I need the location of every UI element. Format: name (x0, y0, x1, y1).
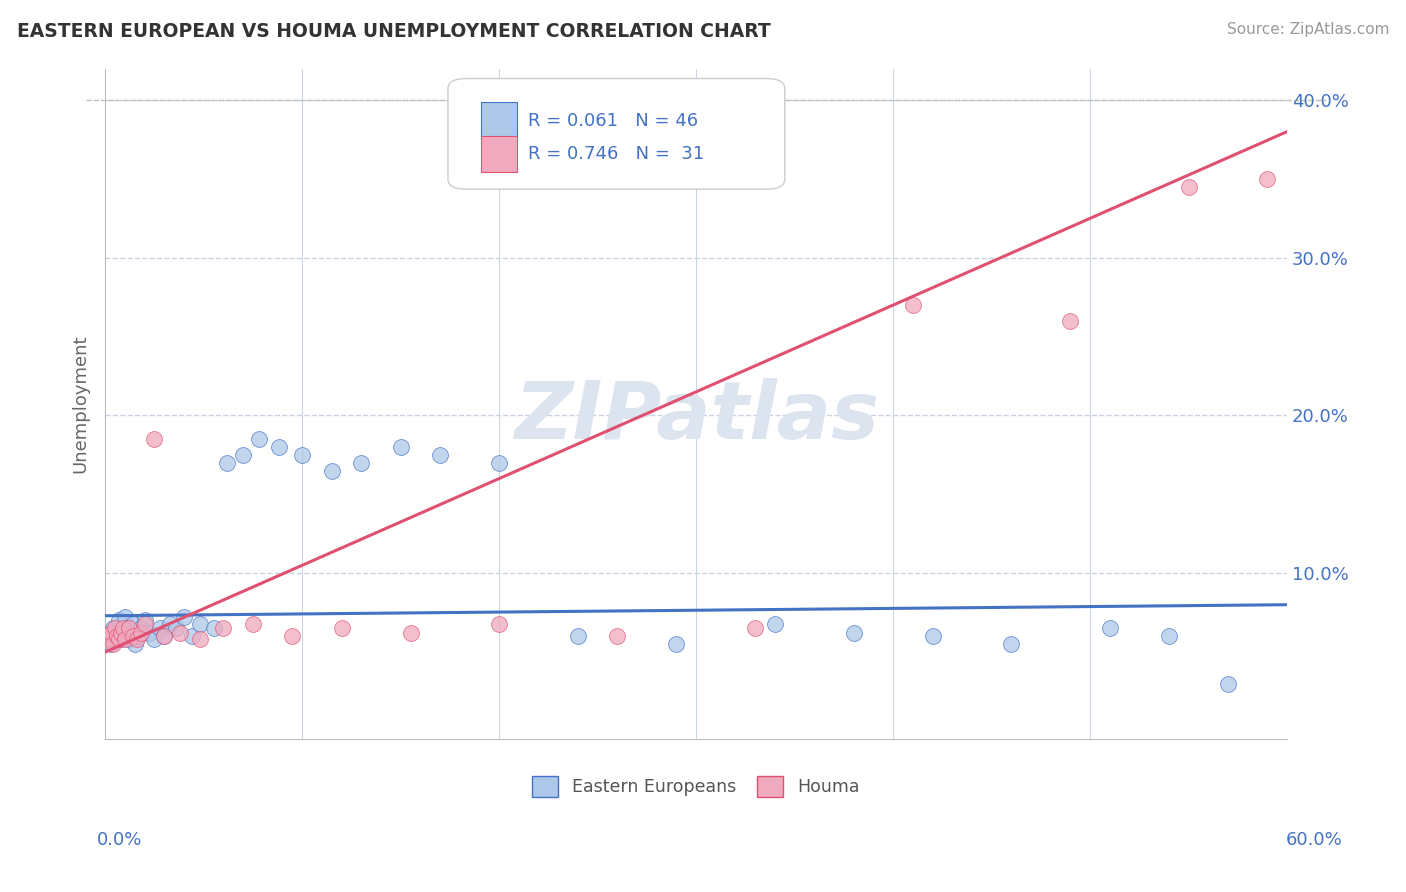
Point (744, 621, 766, 635)
Point (125, 632, 148, 647)
Point (212, 621, 235, 635)
Point (1059, 314, 1081, 328)
Point (134, 616, 156, 631)
Point (159, 616, 181, 631)
Point (350, 456, 373, 470)
Point (110, 632, 132, 647)
Bar (481, 136, 516, 172)
Point (242, 616, 264, 631)
Y-axis label: Unemployment: Unemployment (72, 334, 89, 473)
Point (488, 456, 510, 470)
Point (100, 637, 122, 651)
Point (606, 629, 628, 643)
Point (921, 629, 943, 643)
Point (291, 448, 314, 462)
Bar (481, 102, 516, 139)
Point (143, 632, 166, 647)
Point (165, 621, 187, 635)
Point (321, 464, 343, 478)
Text: ZIPatlas: ZIPatlas (513, 378, 879, 456)
Point (138, 626, 160, 640)
Point (169, 626, 191, 640)
Point (120, 626, 142, 640)
Point (111, 621, 134, 635)
Point (98, 629, 121, 643)
Text: 0.0%: 0.0% (97, 831, 142, 849)
Point (96, 629, 118, 643)
Point (217, 456, 239, 470)
Point (124, 637, 146, 651)
Point (108, 614, 131, 628)
Point (188, 632, 211, 647)
Point (149, 621, 172, 635)
Point (330, 621, 353, 635)
Point (901, 298, 924, 312)
Point (104, 632, 127, 647)
Point (110, 626, 132, 640)
Point (842, 626, 865, 640)
Point (488, 616, 510, 631)
Point (98, 632, 121, 647)
Point (143, 432, 166, 446)
Point (118, 632, 141, 647)
Point (153, 629, 176, 643)
Text: EASTERN EUROPEAN VS HOUMA UNEMPLOYMENT CORRELATION CHART: EASTERN EUROPEAN VS HOUMA UNEMPLOYMENT C… (17, 22, 770, 41)
Point (114, 632, 136, 647)
Point (105, 626, 128, 640)
Point (104, 621, 127, 635)
Point (105, 629, 128, 643)
Point (232, 448, 254, 462)
Point (1000, 637, 1022, 651)
Point (1098, 621, 1121, 635)
Point (1177, 179, 1199, 194)
Text: R = 0.746   N =  31: R = 0.746 N = 31 (529, 145, 704, 163)
Point (763, 616, 786, 631)
Text: 60.0%: 60.0% (1286, 831, 1343, 849)
Point (129, 626, 152, 640)
Point (247, 432, 270, 446)
Point (111, 629, 134, 643)
Point (101, 621, 124, 635)
Point (567, 629, 589, 643)
Point (115, 621, 138, 635)
Legend: Eastern Europeans, Houma: Eastern Europeans, Houma (526, 769, 868, 804)
Point (114, 610, 136, 624)
Point (173, 610, 195, 624)
Text: R = 0.061   N = 46: R = 0.061 N = 46 (529, 112, 699, 130)
Point (1256, 172, 1278, 186)
Point (665, 637, 688, 651)
Point (129, 621, 152, 635)
Point (188, 616, 211, 631)
Point (134, 614, 156, 628)
Point (108, 632, 131, 647)
Point (101, 637, 124, 651)
Point (125, 629, 148, 643)
Point (281, 629, 304, 643)
Point (399, 626, 422, 640)
Point (1216, 676, 1239, 690)
FancyBboxPatch shape (449, 78, 785, 189)
Point (180, 629, 202, 643)
Text: Source: ZipAtlas.com: Source: ZipAtlas.com (1226, 22, 1389, 37)
Point (202, 621, 225, 635)
Point (1157, 629, 1180, 643)
Point (429, 448, 451, 462)
Point (267, 440, 290, 454)
Point (118, 621, 141, 635)
Point (121, 616, 143, 631)
Point (100, 626, 122, 640)
Point (389, 440, 412, 454)
Point (121, 629, 143, 643)
Point (153, 629, 176, 643)
